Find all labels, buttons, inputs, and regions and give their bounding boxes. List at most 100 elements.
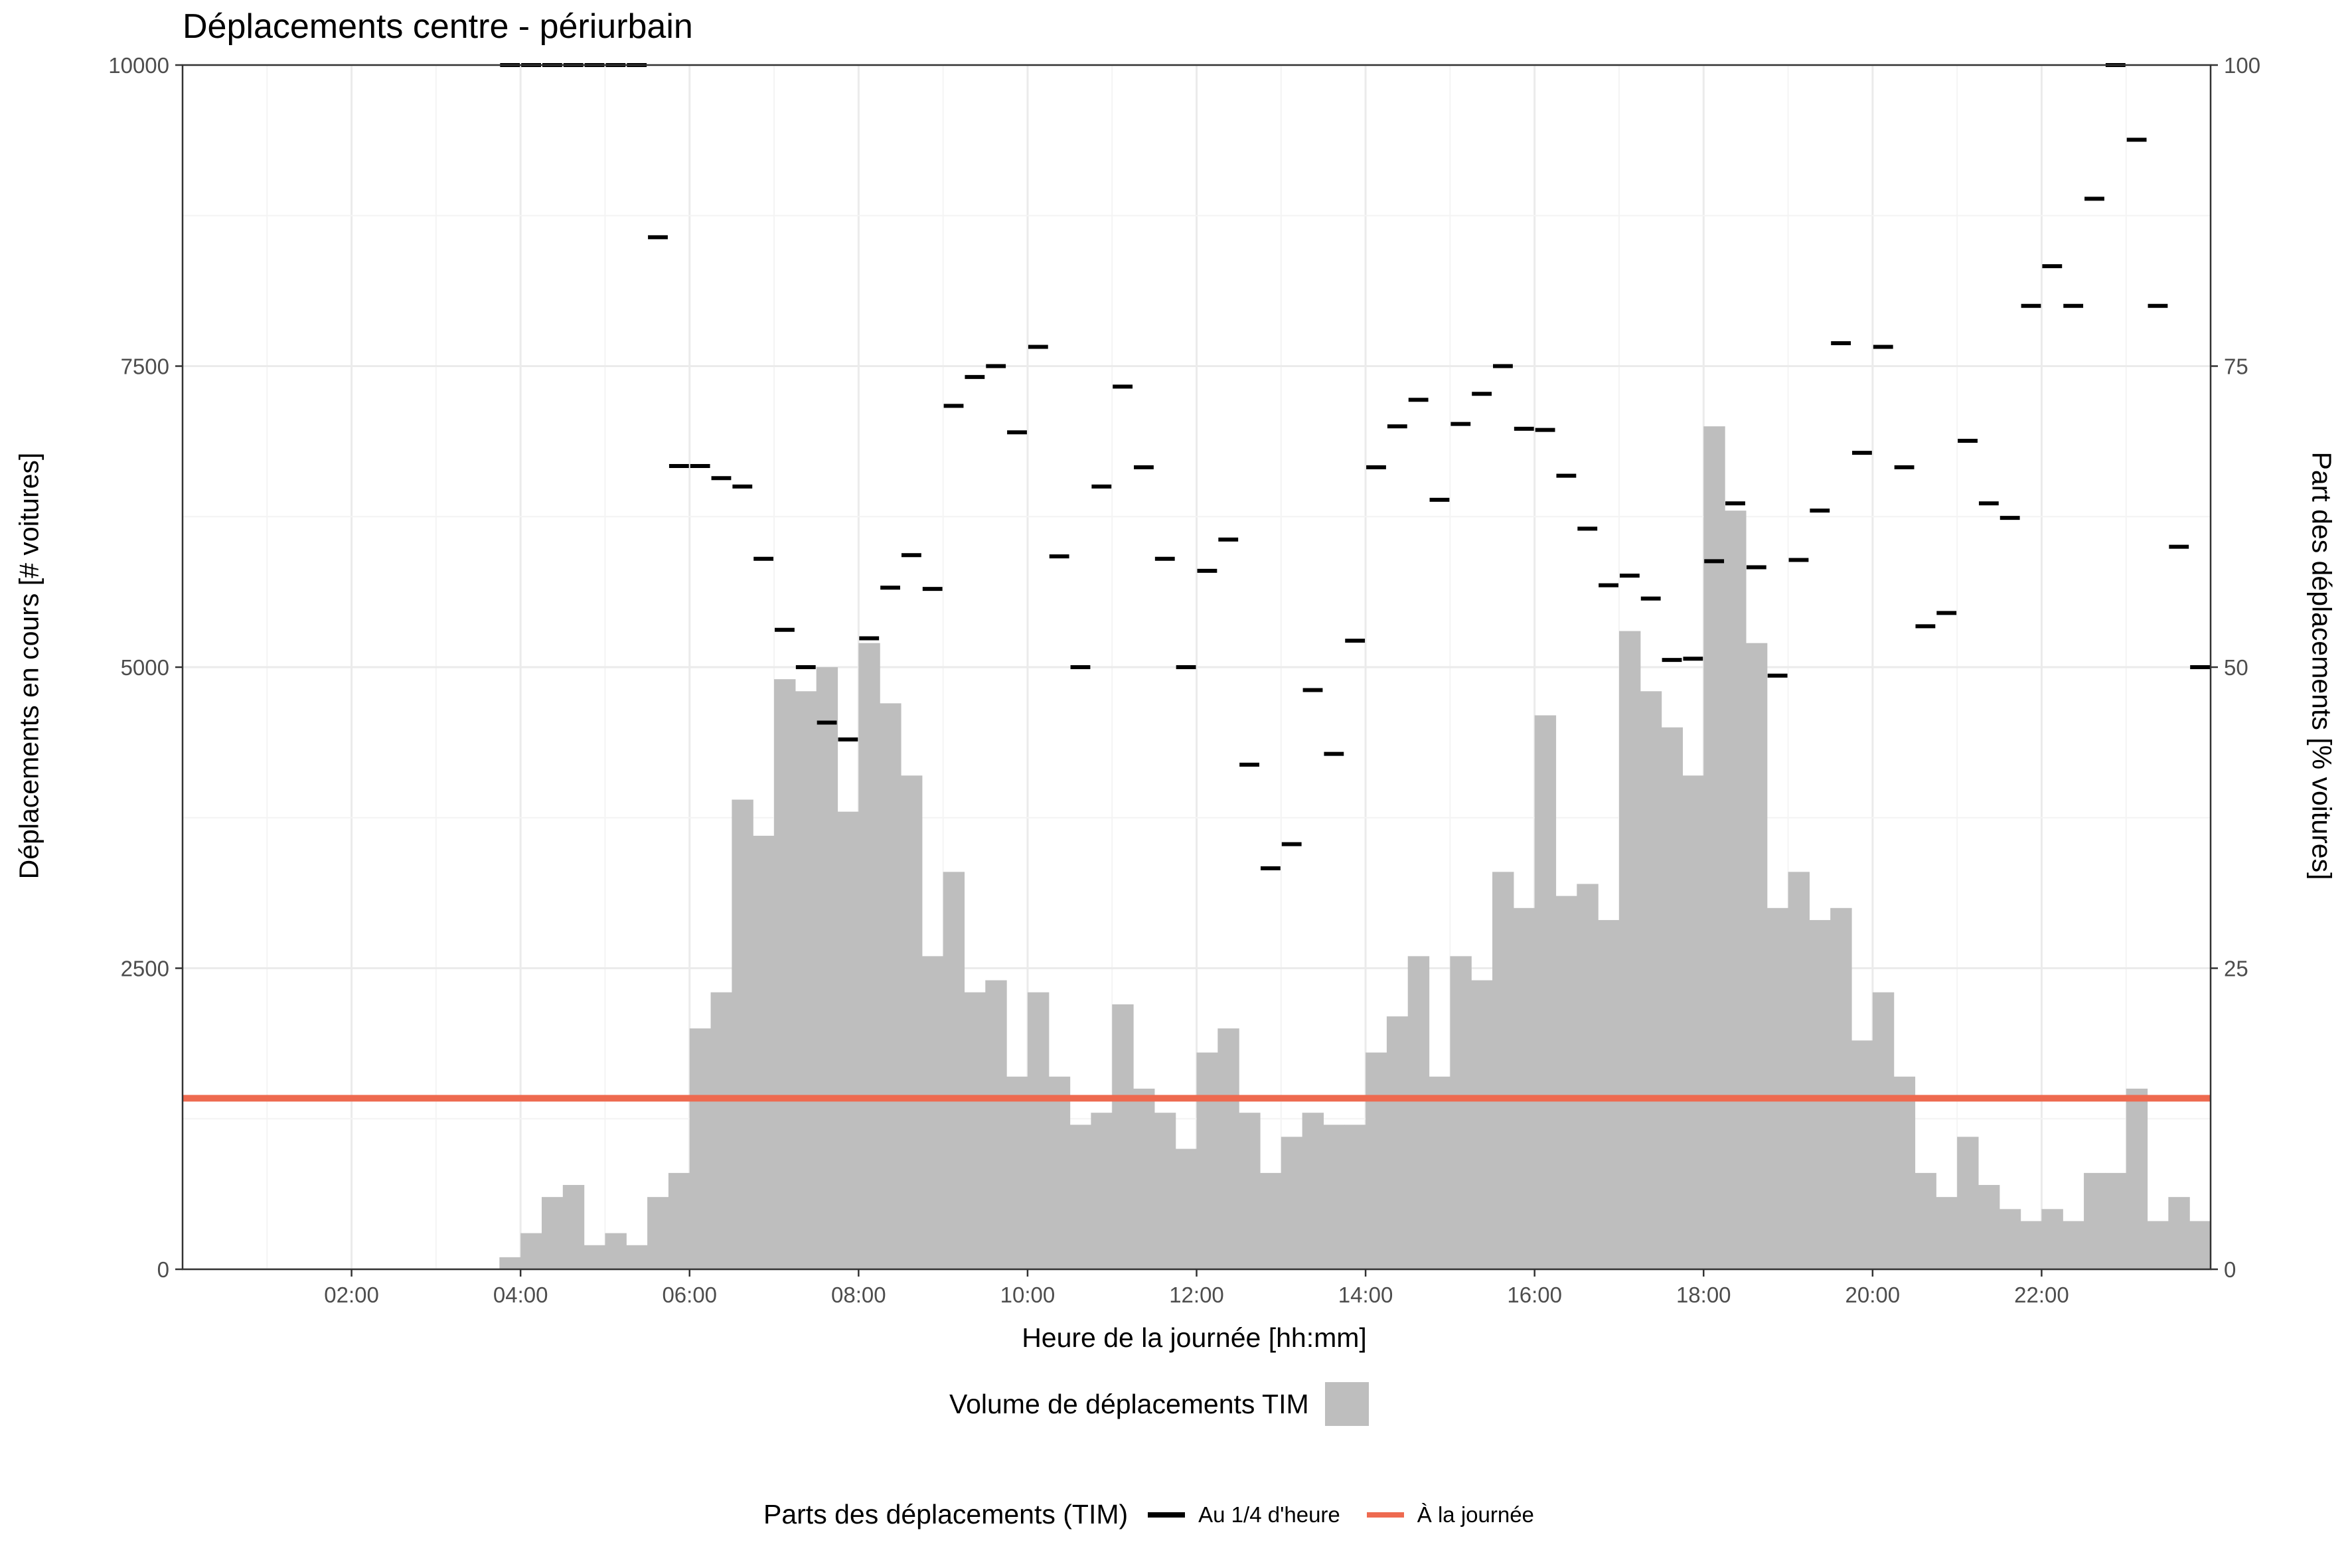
bar <box>710 992 732 1269</box>
bar <box>1577 884 1599 1269</box>
bar <box>2104 1172 2127 1269</box>
bar <box>880 703 902 1269</box>
bar <box>985 980 1007 1269</box>
bar <box>1450 956 1472 1269</box>
legend-quarter-label: Au 1/4 d'heure <box>1198 1502 1340 1527</box>
bar <box>1893 1076 1916 1269</box>
bar <box>1259 1172 1282 1269</box>
bar <box>1999 1209 2021 1269</box>
bar <box>1366 1052 1387 1269</box>
legend-parts: Parts des déplacements (TIM) Au 1/4 d'he… <box>763 1499 1561 1530</box>
bar <box>1407 956 1430 1269</box>
bar <box>1239 1113 1261 1269</box>
x-tick-label: 22:00 <box>2014 1283 2069 1307</box>
bar <box>1513 907 1535 1269</box>
bar <box>1302 1113 1324 1269</box>
bar-series <box>499 426 2211 1270</box>
legend-parts-title: Parts des déplacements (TIM) <box>763 1499 1129 1529</box>
y2-tick-label: 100 <box>2224 53 2260 78</box>
x-tick-label: 06:00 <box>662 1283 717 1307</box>
x-tick-label: 02:00 <box>324 1283 379 1307</box>
bar <box>1555 896 1577 1269</box>
y2-axis-label: Part des déplacements [% voitures] <box>2306 451 2337 880</box>
bar <box>499 1257 521 1269</box>
y2-tick-label: 25 <box>2224 957 2248 981</box>
bar <box>1344 1125 1366 1269</box>
legend-daily-label: À la journée <box>1417 1502 1534 1527</box>
bar <box>1429 1076 1450 1269</box>
bar <box>2147 1221 2169 1269</box>
bar <box>1830 907 1852 1269</box>
bar <box>1471 980 1493 1269</box>
bar <box>2063 1221 2084 1269</box>
x-tick-label: 04:00 <box>493 1283 548 1307</box>
bar <box>1534 715 1557 1269</box>
bar <box>732 799 753 1269</box>
y2-tick-label: 0 <box>2224 1257 2236 1282</box>
bar <box>1069 1125 1091 1269</box>
bar <box>1915 1172 1936 1269</box>
quarter-share-series <box>500 63 2210 870</box>
y-tick-label: 7500 <box>121 354 169 379</box>
x-tick-label: 12:00 <box>1169 1283 1224 1307</box>
bar <box>2020 1221 2043 1269</box>
bar <box>1640 691 1662 1269</box>
bar <box>1851 1040 1873 1269</box>
bar <box>1682 775 1704 1269</box>
bar <box>1957 1137 1979 1269</box>
bar <box>584 1245 606 1269</box>
bar <box>1492 872 1514 1269</box>
bar <box>1281 1137 1303 1269</box>
y-tick-label: 2500 <box>121 957 169 981</box>
bar <box>1091 1113 1113 1269</box>
bar <box>921 956 944 1269</box>
y2-tick-label: 50 <box>2224 655 2248 680</box>
bar <box>900 775 923 1269</box>
bar <box>1725 510 1747 1270</box>
bar <box>1154 1113 1176 1269</box>
bar <box>520 1233 542 1269</box>
bar <box>1809 919 1831 1269</box>
bar <box>1936 1197 1958 1269</box>
bar <box>2084 1172 2106 1269</box>
bar <box>668 1172 690 1269</box>
legend-quarter-key <box>1148 1512 1186 1518</box>
legend-volume-swatch <box>1324 1382 1369 1426</box>
bar <box>1217 1028 1239 1269</box>
bar <box>605 1233 627 1269</box>
bar <box>1175 1148 1198 1269</box>
bar <box>816 667 838 1269</box>
y-axis-label: Déplacements en cours [# voitures] <box>13 452 44 880</box>
bar <box>2041 1209 2063 1269</box>
bar <box>943 872 965 1269</box>
x-tick-label: 20:00 <box>1845 1283 1901 1307</box>
bar <box>2168 1197 2190 1269</box>
grid <box>183 64 2211 1271</box>
x-tick-label: 16:00 <box>1507 1283 1562 1307</box>
bar <box>1027 992 1050 1269</box>
bar <box>2126 1088 2148 1269</box>
bar <box>1386 1016 1409 1269</box>
bar <box>2189 1221 2211 1269</box>
bar <box>795 691 817 1269</box>
bar <box>1872 992 1895 1269</box>
bar <box>1112 1004 1134 1269</box>
bar <box>562 1185 585 1269</box>
x-tick-label: 14:00 <box>1338 1283 1393 1307</box>
y2-tick-label: 75 <box>2224 354 2248 379</box>
bar <box>1048 1076 1071 1269</box>
bar <box>1006 1076 1028 1269</box>
bar <box>1766 907 1789 1269</box>
bar <box>1745 643 1768 1269</box>
bar <box>964 992 986 1269</box>
bar <box>689 1028 712 1269</box>
bar <box>1196 1052 1218 1269</box>
bar <box>1978 1185 2000 1269</box>
y-tick-label: 0 <box>157 1257 169 1282</box>
bar <box>1133 1088 1155 1269</box>
y-tick-label: 10000 <box>108 53 169 78</box>
x-tick-label: 10:00 <box>1000 1283 1056 1307</box>
bar <box>753 835 775 1269</box>
x-axis-label: Heure de la journée [hh:mm] <box>1022 1322 1367 1353</box>
x-tick-label: 18:00 <box>1676 1283 1731 1307</box>
